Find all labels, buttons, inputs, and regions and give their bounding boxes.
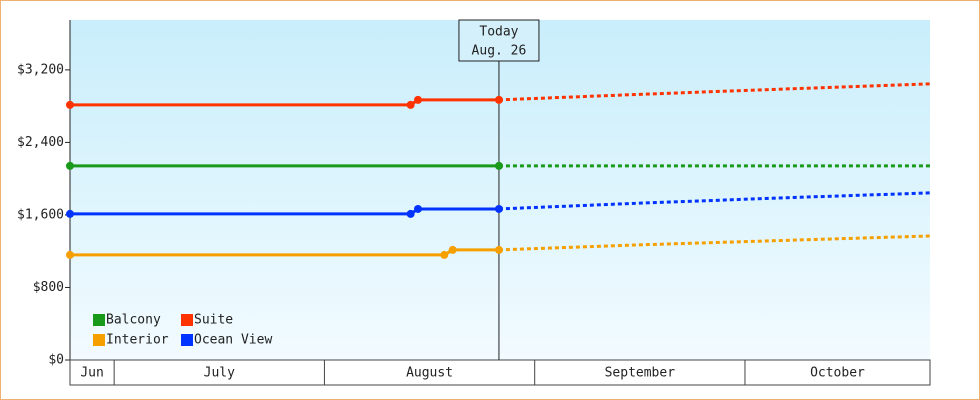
month-label: October bbox=[810, 366, 865, 381]
data-point bbox=[66, 100, 74, 109]
legend-swatch bbox=[181, 334, 193, 346]
data-point bbox=[494, 95, 503, 104]
data-point bbox=[494, 245, 503, 254]
month-band bbox=[69, 359, 931, 386]
y-tick-label: $2,400 bbox=[17, 135, 64, 150]
today-date: Aug. 26 bbox=[472, 44, 527, 59]
data-point bbox=[440, 250, 449, 259]
data-point bbox=[406, 100, 415, 109]
data-point bbox=[66, 250, 74, 259]
data-point bbox=[494, 204, 503, 213]
legend-label: Balcony bbox=[106, 313, 161, 328]
today-label: Today bbox=[479, 25, 518, 40]
series-line bbox=[70, 98, 499, 107]
series-line bbox=[70, 248, 499, 257]
data-point bbox=[448, 245, 457, 254]
legend-swatch bbox=[93, 334, 105, 346]
month-label: September bbox=[605, 366, 676, 381]
month-label: Jun bbox=[80, 366, 103, 381]
y-tick-label: $3,200 bbox=[17, 62, 64, 77]
month-label: August bbox=[406, 366, 453, 381]
data-point bbox=[66, 209, 74, 218]
legend-swatch bbox=[93, 314, 105, 326]
y-tick-label: $1,600 bbox=[17, 207, 64, 222]
legend-label: Suite bbox=[194, 313, 233, 328]
month-label: July bbox=[204, 366, 235, 381]
data-point bbox=[66, 161, 74, 170]
legend-swatch bbox=[181, 314, 193, 326]
y-tick-label: $0 bbox=[48, 353, 64, 368]
data-point bbox=[413, 95, 422, 104]
plot-area bbox=[70, 20, 930, 360]
legend-label: Interior bbox=[106, 333, 169, 348]
forecast-line bbox=[498, 191, 931, 211]
y-tick-label: $800 bbox=[33, 280, 64, 295]
forecast-line bbox=[498, 234, 931, 252]
legend-label: Ocean View bbox=[194, 333, 272, 348]
today-box bbox=[458, 19, 540, 62]
forecast-line bbox=[498, 82, 931, 102]
data-point bbox=[406, 209, 415, 218]
data-point bbox=[413, 204, 422, 213]
data-point bbox=[494, 161, 503, 170]
series-line bbox=[70, 207, 499, 216]
